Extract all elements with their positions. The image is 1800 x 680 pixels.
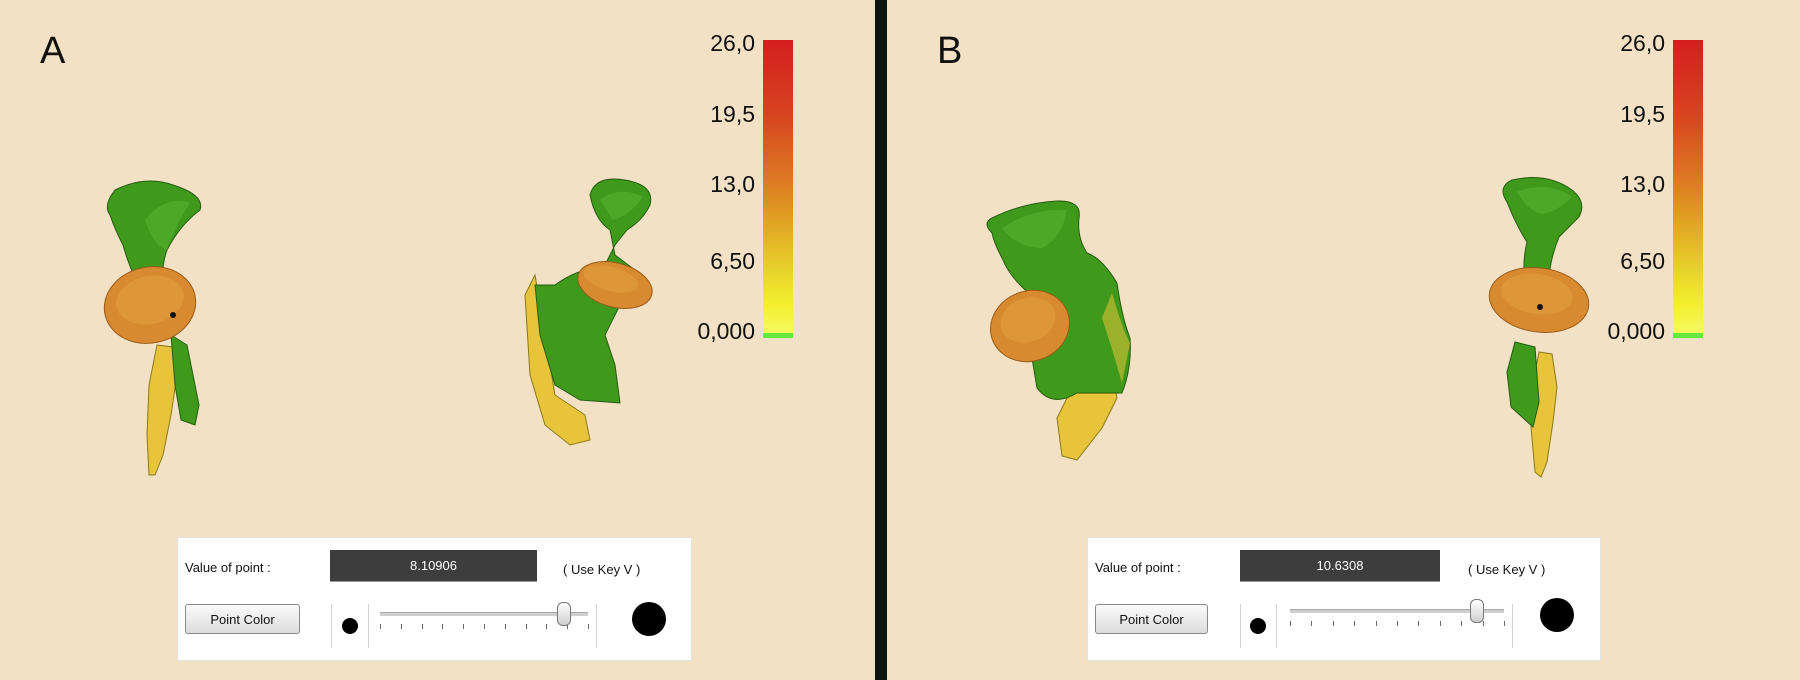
slider-tick <box>463 624 465 629</box>
scale-label-q3: 19,5 <box>710 101 755 127</box>
point-size-min-icon <box>342 618 358 634</box>
bone-model-view-2[interactable] <box>515 175 675 455</box>
slider-tick <box>380 624 381 629</box>
panel-letter: A <box>40 30 66 72</box>
color-scale-bar <box>1673 40 1703 335</box>
scale-label-q1: 6,50 <box>710 248 755 274</box>
scale-label-min: 0,000 <box>697 318 755 344</box>
slider-tick <box>1482 621 1484 626</box>
point-color-button[interactable]: Point Color <box>1095 604 1208 634</box>
color-scale-zero-band <box>1673 333 1703 338</box>
separator <box>1512 604 1513 648</box>
value-of-point-field[interactable]: 8.10906 <box>330 550 537 582</box>
slider-ticks <box>1290 621 1505 627</box>
point-size-slider-thumb[interactable] <box>557 602 572 626</box>
panel-divider <box>875 0 887 680</box>
slider-tick <box>1290 621 1291 626</box>
slider-tick <box>588 624 589 629</box>
slider-tick <box>1504 621 1505 626</box>
panel-a: A 26,0 19,5 13,0 6,50 0,000 Value of poi… <box>0 0 875 680</box>
separator <box>1240 604 1241 648</box>
scale-label-max: 26,0 <box>1620 30 1665 56</box>
color-scale-zero-band <box>763 333 793 338</box>
point-control-panel: Value of point : 8.10906 ( Use Key V ) P… <box>177 537 692 661</box>
scale-label-mid: 13,0 <box>1620 171 1665 197</box>
point-size-slider[interactable] <box>1290 609 1504 613</box>
point-size-max-icon <box>632 602 666 636</box>
use-key-hint: ( Use Key V ) <box>1468 562 1546 577</box>
selected-point-marker <box>1537 304 1543 310</box>
slider-tick <box>567 624 569 629</box>
separator <box>368 604 369 648</box>
scale-label-mid: 13,0 <box>710 171 755 197</box>
slider-tick <box>504 624 506 629</box>
slider-tick <box>1375 621 1377 626</box>
bone-model-view-2[interactable] <box>1487 172 1607 482</box>
point-size-slider-thumb[interactable] <box>1470 599 1485 623</box>
point-color-button[interactable]: Point Color <box>185 604 300 634</box>
panel-letter: B <box>937 30 963 72</box>
scale-label-max: 26,0 <box>710 30 755 56</box>
use-key-hint: ( Use Key V ) <box>563 562 641 577</box>
slider-tick <box>400 624 402 629</box>
scale-label-q1: 6,50 <box>1620 248 1665 274</box>
slider-tick <box>1418 621 1420 626</box>
color-scale: 26,0 19,5 13,0 6,50 0,000 <box>1563 30 1703 344</box>
slider-tick <box>1354 621 1356 626</box>
value-of-point-label: Value of point : <box>185 560 271 575</box>
point-size-slider[interactable] <box>380 612 588 616</box>
point-size-max-icon <box>1540 598 1574 632</box>
slider-tick <box>484 624 485 629</box>
slider-tick <box>546 624 548 629</box>
point-size-min-icon <box>1250 618 1266 634</box>
color-scale-bar <box>763 40 793 335</box>
bone-model-view-1[interactable] <box>982 198 1157 468</box>
scale-label-min: 0,000 <box>1607 318 1665 344</box>
value-of-point-field[interactable]: 10.6308 <box>1240 550 1440 582</box>
slider-tick <box>1439 621 1441 626</box>
separator <box>596 604 597 648</box>
slider-tick <box>525 624 527 629</box>
bone-model-view-1[interactable] <box>95 175 230 485</box>
selected-point-marker <box>170 312 176 318</box>
separator <box>331 604 332 648</box>
scale-label-q3: 19,5 <box>1620 101 1665 127</box>
point-control-panel: Value of point : 10.6308 ( Use Key V ) P… <box>1087 537 1601 661</box>
color-scale: 26,0 19,5 13,0 6,50 0,000 <box>653 30 793 344</box>
slider-tick <box>442 624 444 629</box>
slider-tick <box>1397 621 1398 626</box>
slider-ticks <box>380 624 589 630</box>
value-of-point-label: Value of point : <box>1095 560 1181 575</box>
separator <box>1276 604 1277 648</box>
slider-tick <box>1461 621 1463 626</box>
slider-tick <box>421 624 423 629</box>
slider-tick <box>1332 621 1334 626</box>
panel-b: B 26,0 19,5 13,0 6,50 0,000 Value of poi… <box>887 0 1800 680</box>
slider-tick <box>1311 621 1313 626</box>
